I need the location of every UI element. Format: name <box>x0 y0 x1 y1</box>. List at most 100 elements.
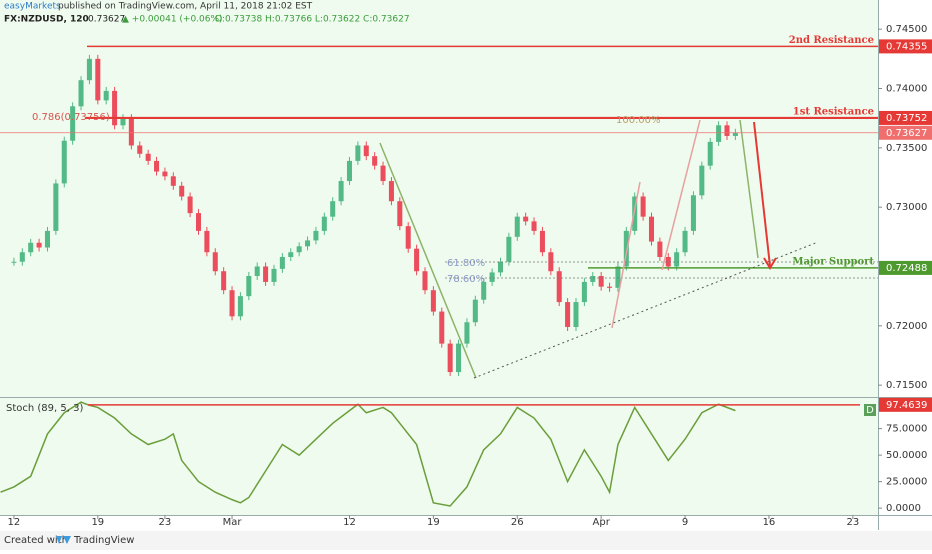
stoch-badge-label: D <box>866 405 874 416</box>
candle-body <box>338 181 344 202</box>
candle-body <box>388 181 394 202</box>
logo[interactable] <box>56 536 71 544</box>
price-badge <box>879 260 932 275</box>
x-tick-label: Mar <box>223 517 243 528</box>
stoch-pane <box>0 398 878 515</box>
candle-body <box>11 261 17 263</box>
x-tick-label: 12 <box>343 517 356 528</box>
stoch-badge <box>864 404 876 416</box>
projection-arrow <box>739 119 759 259</box>
candle-body <box>44 230 50 248</box>
price-badge-label: 0.72488 <box>886 263 927 274</box>
candle-body <box>506 236 512 262</box>
fib-label: 61.80% <box>447 258 485 269</box>
level-label: 1st Resistance <box>793 106 874 117</box>
symbol: FX:NZDUSD, 120 <box>4 15 89 25</box>
candle-body <box>313 230 319 241</box>
candle-body <box>590 275 596 282</box>
candle-body <box>439 311 445 344</box>
candle-body <box>581 281 587 303</box>
fib-label: 0.786(0.73756) <box>32 112 110 123</box>
ohlc: O:0.73738 H:0.73766 L:0.73622 C:0.73627 <box>215 15 410 25</box>
y-tick-label: 0.72000 <box>886 321 927 332</box>
candle-body <box>330 201 336 217</box>
candle-body <box>95 58 101 101</box>
main-pane <box>0 0 878 397</box>
candle-body <box>623 230 629 267</box>
candle-body <box>271 268 277 282</box>
fib-label: 78.60% <box>447 274 485 285</box>
pattern-arrow <box>661 119 701 271</box>
x-tick-label: 23 <box>159 517 172 528</box>
footer-bar <box>0 531 932 550</box>
candle-body <box>674 252 680 267</box>
footer-brand[interactable]: TradingView <box>73 535 134 546</box>
y-tick-label: 0.0000 <box>886 503 921 514</box>
candle-body <box>489 272 495 282</box>
fib-label: 100.00% <box>616 115 661 126</box>
x-tick-label: 26 <box>511 517 524 528</box>
change: ▲ +0.00041 (+0.06%) <box>122 15 223 25</box>
y-tick-label: 25.0000 <box>886 477 927 488</box>
candle-body <box>422 271 428 291</box>
y-tick-label: 0.71500 <box>886 380 927 391</box>
candle-body <box>514 216 520 237</box>
x-tick-label: Apr <box>593 517 611 528</box>
pattern-arrow <box>611 181 641 329</box>
drawings <box>379 119 819 379</box>
candle-body <box>699 165 705 196</box>
candle-body <box>212 252 218 272</box>
candle-body <box>456 343 462 373</box>
candle-body <box>724 125 730 136</box>
candle-body <box>70 106 76 141</box>
candle-body <box>372 156 378 166</box>
header: easyMarkets published on TradingView.com… <box>4 2 410 25</box>
x-tick-label: 19 <box>91 517 104 528</box>
candle-body <box>414 248 420 272</box>
candle-body <box>170 176 176 186</box>
candle-body <box>447 343 453 373</box>
candle-body <box>565 302 571 327</box>
x-tick-label: 23 <box>846 517 859 528</box>
candle-body <box>665 256 671 267</box>
candle-body <box>657 241 663 257</box>
x-tick-label: 12 <box>8 517 21 528</box>
candle-body <box>145 153 151 161</box>
candle-body <box>598 275 604 287</box>
candle-body <box>397 201 403 227</box>
x-tick-label: 9 <box>682 517 688 528</box>
candle-body <box>78 80 84 107</box>
candle-body <box>221 271 227 291</box>
candle-body <box>497 261 504 273</box>
candle-body <box>120 118 126 126</box>
published: published on TradingView.com, April 11, … <box>58 2 313 12</box>
y-tick-label: 75.0000 <box>886 424 927 435</box>
candle-body <box>237 296 243 317</box>
price-badge-label: 0.73627 <box>886 128 927 139</box>
y-tick-label: 50.0000 <box>886 450 927 461</box>
candle-body <box>481 281 487 300</box>
stoch-line <box>0 401 736 507</box>
candle-body <box>36 242 42 248</box>
candle-body <box>103 90 109 101</box>
author: easyMarkets <box>4 2 61 12</box>
candle-body <box>464 322 470 344</box>
candle-body <box>430 290 436 312</box>
price-badge <box>879 397 932 412</box>
last-price: 0.73627 <box>88 15 125 25</box>
candle-body <box>254 266 260 276</box>
candle-body <box>472 299 478 323</box>
candle-body <box>405 226 411 249</box>
price-badge <box>879 39 932 54</box>
arrow-head <box>763 257 777 270</box>
footer-created: Created with <box>4 535 68 546</box>
candle-body <box>539 230 545 253</box>
candle-body <box>732 132 738 136</box>
candle-body <box>355 145 361 161</box>
candle-body <box>556 271 562 303</box>
y-tick-label: 0.73500 <box>886 143 927 154</box>
projection-arrow <box>753 121 771 267</box>
candle-body <box>246 275 252 297</box>
candle-body <box>112 90 118 126</box>
candle-body <box>204 230 210 253</box>
